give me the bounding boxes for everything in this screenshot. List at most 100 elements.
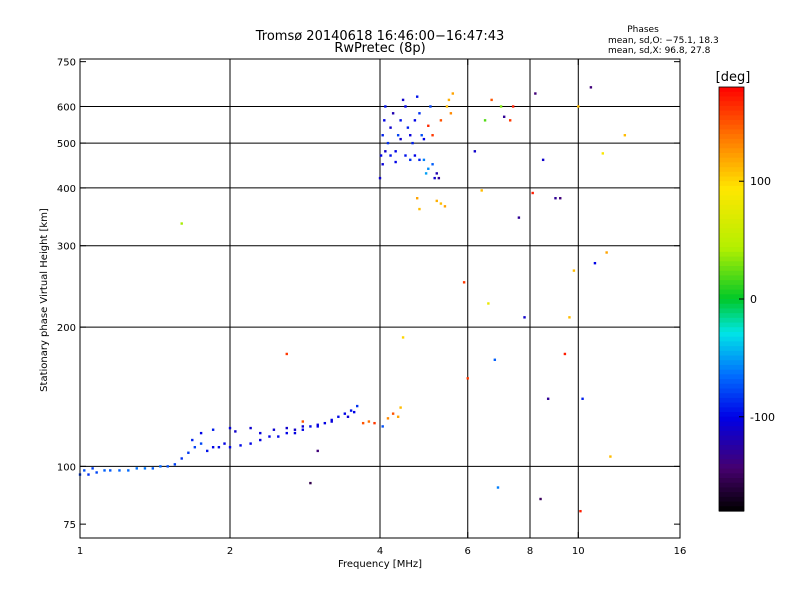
data-point [431, 134, 434, 137]
data-point [367, 420, 371, 423]
plot-area: 1 2 4 6 8 10 16 75 100 200 300 400 500 600 750 [57, 58, 686, 557]
colorbar-segment [719, 275, 744, 281]
data-point [373, 421, 376, 425]
colorbar-segment [719, 317, 744, 324]
data-point [91, 467, 94, 470]
data-point [259, 431, 262, 435]
data-point [378, 176, 382, 180]
y-tick-label: 100 [57, 462, 76, 473]
data-point [394, 160, 397, 164]
colorbar-segment [719, 110, 744, 116]
data-point [191, 438, 194, 442]
data-point [427, 167, 430, 170]
colorbar-segment [719, 242, 744, 248]
colorbar-segment [719, 346, 744, 352]
data-point [466, 377, 469, 380]
colorbar-segment [719, 299, 744, 305]
data-point [285, 352, 288, 356]
data-point [223, 442, 226, 445]
colorbar-segment [719, 341, 744, 347]
colorbar-segment [719, 162, 744, 168]
data-point [389, 126, 392, 129]
colorbar-segment [719, 440, 744, 446]
data-point [541, 158, 545, 162]
data-point [187, 451, 190, 454]
colorbar-segment [719, 449, 744, 456]
data-point [424, 172, 428, 175]
data-point [445, 105, 449, 108]
colorbar-segment [719, 393, 744, 399]
x-axis-label: Frequency [MHz] [338, 559, 422, 570]
data-point [439, 119, 443, 122]
x-tick-label: 2 [227, 546, 233, 557]
data-point [499, 105, 503, 108]
data-point [381, 134, 384, 137]
y-tick-label: 500 [57, 139, 76, 150]
data-point [396, 415, 400, 418]
x-tick-label: 16 [674, 546, 687, 557]
data-point [337, 415, 340, 418]
data-point [422, 137, 426, 141]
colorbar-segment [719, 374, 744, 380]
colorbar-segment [719, 96, 744, 102]
data-point [118, 469, 121, 472]
data-point [211, 428, 215, 431]
data-point [285, 426, 288, 430]
colorbar-segment [719, 327, 744, 333]
data-point [386, 417, 390, 420]
data-point [346, 415, 350, 418]
data-point [415, 95, 419, 98]
colorbar-segment [719, 256, 744, 262]
data-point [343, 412, 347, 415]
colorbar-segment [719, 459, 744, 465]
chart-subtitle: RwPretec (8p) [334, 41, 425, 56]
data-point [401, 336, 405, 339]
data-point [554, 197, 557, 200]
data-point [268, 435, 271, 438]
colorbar-segment [719, 426, 744, 432]
colorbar-segment [719, 148, 744, 154]
data-point [409, 158, 412, 162]
data-point [589, 86, 593, 89]
data-point [427, 124, 430, 127]
colorbar-segment [719, 237, 744, 244]
colorbar-segment [719, 167, 744, 173]
data-point [404, 154, 407, 157]
data-point [199, 442, 203, 445]
data-point [447, 98, 451, 102]
data-point [546, 397, 550, 400]
data-point [217, 446, 221, 449]
data-point [352, 410, 356, 414]
colorbar-tick-label: 0 [750, 293, 757, 306]
colorbar-segment [719, 482, 744, 489]
data-point [609, 455, 612, 458]
colorbar-segment [719, 119, 744, 126]
colorbar-segment [719, 190, 744, 196]
data-point [199, 431, 203, 435]
data-point [435, 199, 438, 203]
colorbar-segment [719, 134, 744, 140]
data-point [83, 469, 86, 472]
colorbar-segment [719, 233, 744, 239]
colorbar-segment [719, 138, 744, 145]
colorbar-segment [719, 101, 744, 107]
colorbar-segment [719, 388, 744, 394]
colorbar-segment [719, 506, 744, 512]
data-point [517, 216, 521, 219]
x-tick-label: 1 [77, 546, 83, 557]
data-point [391, 412, 395, 415]
colorbar-tick-label: -100 [750, 411, 775, 424]
colorbar-segment [719, 303, 744, 310]
data-point [301, 420, 305, 423]
colorbar-segment [719, 501, 744, 507]
data-point [404, 105, 407, 108]
colorbar-segment [719, 487, 744, 493]
colorbar-segment [719, 152, 744, 159]
data-point [173, 463, 177, 466]
colorbar-segment [719, 284, 744, 291]
data-point [431, 163, 434, 166]
data-point [87, 473, 90, 476]
stats-heading: Phases [627, 25, 659, 35]
data-point [330, 418, 333, 422]
